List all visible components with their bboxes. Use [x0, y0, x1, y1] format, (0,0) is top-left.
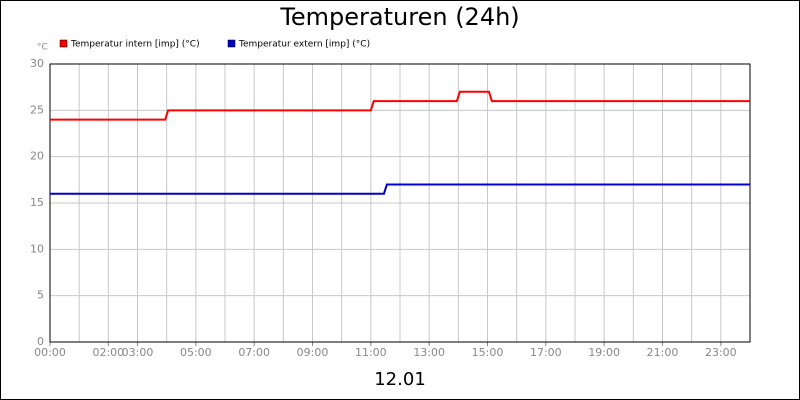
- x-axis-label: 12.01: [374, 369, 426, 390]
- series-line: [50, 90, 750, 121]
- y-axis-label: °C: [37, 43, 48, 53]
- x-tick-label: 13:00: [413, 346, 445, 359]
- x-tick-label: 17:00: [530, 346, 562, 359]
- x-tick-label: 07:00: [238, 346, 270, 359]
- y-tick-label: 25: [30, 103, 44, 116]
- x-tick-label: 11:00: [355, 346, 387, 359]
- chart-title: Temperaturen (24h): [279, 3, 519, 31]
- x-tick-label: 00:00: [34, 346, 66, 359]
- y-tick-label: 15: [30, 196, 44, 209]
- y-tick-label: 30: [30, 57, 44, 70]
- legend-label: Temperatur intern [imp] (°C): [70, 40, 200, 50]
- plot-area: [49, 63, 751, 343]
- x-tick-label: 23:00: [705, 346, 737, 359]
- legend-label: Temperatur extern [imp] (°C): [238, 40, 370, 50]
- x-tick-label: 15:00: [472, 346, 504, 359]
- y-tick-label: 5: [37, 289, 44, 302]
- legend-swatch: [227, 39, 236, 48]
- x-tick-label: 05:00: [180, 346, 212, 359]
- x-tick-label: 09:00: [297, 346, 329, 359]
- series-line: [50, 183, 750, 195]
- x-tick-label: 03:00: [122, 346, 154, 359]
- y-tick-label: 0: [37, 335, 44, 348]
- y-tick-label: 20: [30, 150, 44, 163]
- legend-swatch: [59, 39, 68, 48]
- x-tick-label: 21:00: [647, 346, 679, 359]
- x-tick-label: 19:00: [588, 346, 620, 359]
- x-tick-label: 02:00: [92, 346, 124, 359]
- y-tick-label: 10: [30, 242, 44, 255]
